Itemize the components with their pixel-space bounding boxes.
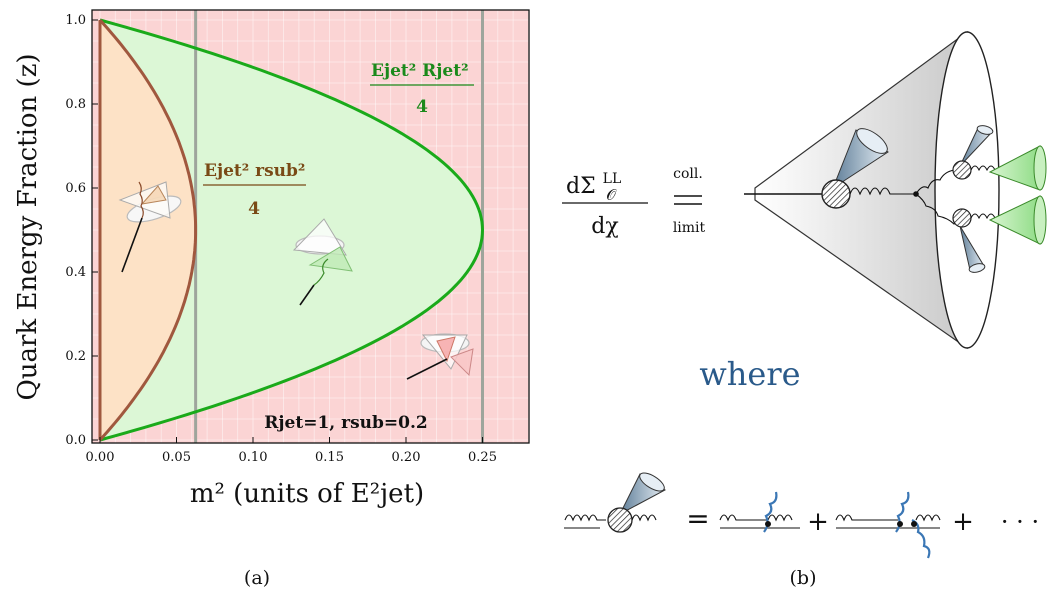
lhs-denominator: dχ <box>591 214 618 239</box>
collinear-limit-diagram: dΣ LL 𝒪 dχ coll. limit <box>562 30 1047 589</box>
y-tick-label: 0.4 <box>65 265 86 280</box>
axis-ticks: 0.00 0.05 0.10 0.15 0.20 0.25 0.0 0.2 0.4 0.6 0.8 1… <box>65 13 497 465</box>
phase-space-plot: Ejet² rsub² 4 Ejet² Rjet² 4 Rjet=1, rsub… <box>13 9 530 589</box>
y-axis-title: Quark Energy Fraction (z) <box>13 53 43 400</box>
lhs-fraction: dΣ LL 𝒪 dχ <box>562 164 648 239</box>
x-tick-label: 0.25 <box>468 450 497 465</box>
jet-cone-diagram <box>744 30 1047 350</box>
caption-b: (b) <box>790 567 817 589</box>
equals-top-label: coll. <box>673 166 703 182</box>
jet-boundary-label: Ejet² Rjet² 4 <box>370 61 474 117</box>
lhs-superscript: LL <box>603 171 622 187</box>
ellipsis: · · · <box>1001 508 1039 536</box>
subjet-label-numerator: Ejet² rsub² <box>204 161 305 181</box>
inside-subjet-sketch <box>118 181 182 273</box>
lhs-subscript: 𝒪 <box>606 186 617 204</box>
inside-jet-sketch <box>292 218 353 306</box>
plot-frame <box>91 9 530 444</box>
x-tick-label: 0.15 <box>315 450 344 465</box>
jet-label-denominator: 4 <box>416 97 428 117</box>
lhs-numerator: dΣ <box>566 174 596 199</box>
plus-sign-1: + <box>807 507 829 537</box>
x-tick-label: 0.00 <box>86 450 115 465</box>
y-tick-label: 0.2 <box>65 349 86 364</box>
collinear-equals: coll. limit <box>673 166 706 236</box>
y-tick-label: 0.6 <box>65 181 86 196</box>
jet-boundary-curve <box>99 18 485 442</box>
jet-label-numerator: Ejet² Rjet² <box>371 61 469 81</box>
equals-bottom-label: limit <box>673 220 706 236</box>
x-tick-label: 0.20 <box>392 450 421 465</box>
definition-equals: = <box>686 502 709 535</box>
y-tick-label: 0.8 <box>65 97 86 112</box>
region-inside-subjet <box>100 20 196 440</box>
x-tick-label: 0.10 <box>239 450 268 465</box>
where-text: where <box>699 355 800 393</box>
blob-definition-equation: = + + · · · <box>564 472 1039 559</box>
x-axis-title: m² (units of E²jet) <box>190 479 424 509</box>
caption-a: (a) <box>244 567 270 589</box>
subjet-label-denominator: 4 <box>248 199 260 219</box>
subjet-boundary-label: Ejet² rsub² 4 <box>203 161 306 219</box>
y-tick-label: 1.0 <box>65 13 86 28</box>
plus-sign-2: + <box>952 507 974 537</box>
y-tick-label: 0.0 <box>65 433 86 448</box>
outside-jet-sketch <box>406 333 474 380</box>
subjet-boundary-curve <box>98 18 198 442</box>
svg-text:dΣ LL 𝒪: dΣ LL 𝒪 <box>566 164 628 204</box>
x-tick-label: 0.05 <box>162 450 191 465</box>
parameter-annotation: Rjet=1, rsub=0.2 <box>264 413 427 433</box>
